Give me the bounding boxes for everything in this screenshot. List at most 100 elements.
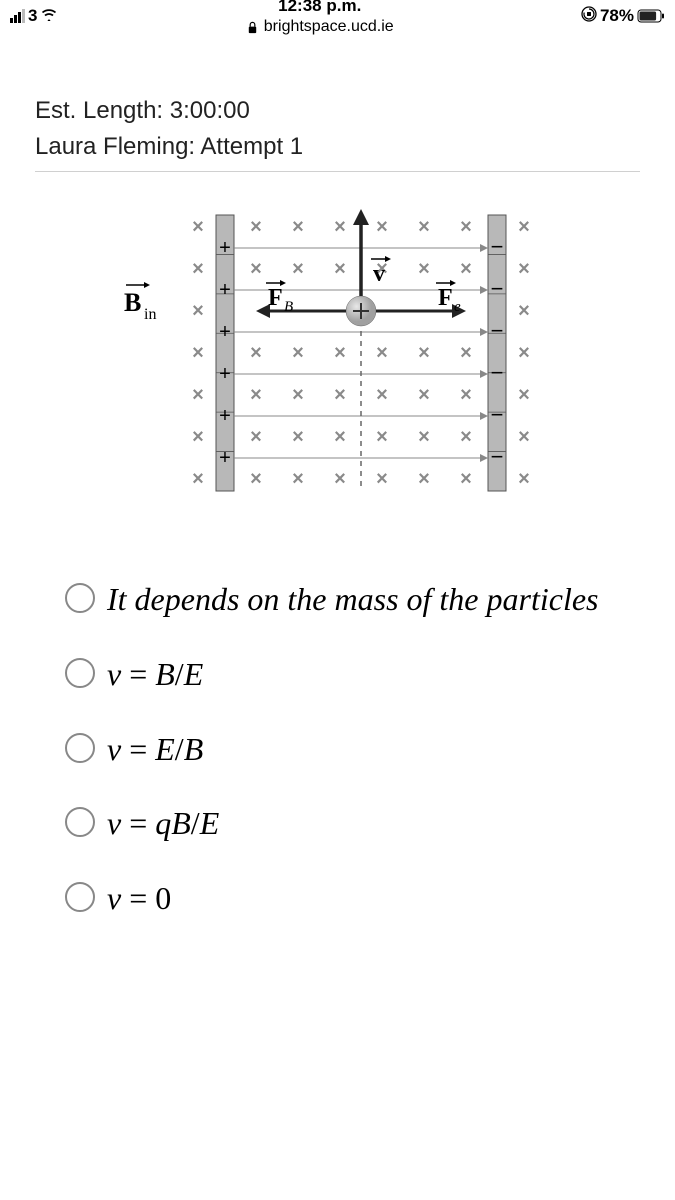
svg-text:×: × [518,384,530,406]
svg-text:−: − [490,234,503,259]
svg-text:+: + [219,447,231,469]
url-bar[interactable]: brightspace.ucd.ie [58,18,581,36]
svg-text:×: × [192,468,204,490]
option-text: It depends on the mass of the particles [107,577,598,622]
wifi-icon [40,6,58,26]
svg-text:−: − [490,444,503,469]
svg-text:×: × [334,258,346,280]
svg-text:×: × [334,384,346,406]
svg-text:×: × [250,342,262,364]
radio-icon[interactable] [65,583,95,613]
option-text: v = B/E [107,652,203,697]
svg-text:×: × [250,426,262,448]
status-bar: 3 12:38 p.m. brightspace.ucd.ie 78% [0,0,675,32]
svg-text:×: × [292,384,304,406]
orientation-lock-icon [581,6,597,27]
svg-text:×: × [376,426,388,448]
radio-icon[interactable] [65,882,95,912]
svg-text:+: + [219,405,231,427]
option-3[interactable]: v = E/B [65,727,640,772]
svg-text:×: × [250,384,262,406]
status-right: 78% [581,6,665,27]
svg-text:F: F [438,285,453,311]
radio-icon[interactable] [65,733,95,763]
svg-text:×: × [518,300,530,322]
svg-text:×: × [518,468,530,490]
svg-text:×: × [250,216,262,238]
svg-text:×: × [376,216,388,238]
svg-text:×: × [460,342,472,364]
svg-text:×: × [334,426,346,448]
option-text: v = qB/E [107,801,219,846]
status-center: 12:38 p.m. brightspace.ucd.ie [58,0,581,36]
svg-text:×: × [292,468,304,490]
options-list: It depends on the mass of the particles … [35,577,640,921]
option-5[interactable]: v = 0 [65,876,640,921]
svg-text:×: × [460,468,472,490]
svg-text:×: × [460,258,472,280]
svg-text:×: × [192,342,204,364]
time: 12:38 p.m. [58,0,581,16]
svg-text:×: × [250,258,262,280]
diagram-area: × × × × × × × × × × × × × × × × × × × × × × × × × × × × × × × × × × × × × × × ×… [35,197,640,577]
svg-text:×: × [192,426,204,448]
option-4[interactable]: v = qB/E [65,801,640,846]
svg-text:×: × [418,426,430,448]
svg-text:×: × [334,342,346,364]
svg-text:×: × [292,426,304,448]
svg-text:−: − [490,276,503,301]
svg-text:−: − [490,360,503,385]
svg-text:×: × [250,468,262,490]
svg-text:×: × [292,216,304,238]
lock-icon [246,21,259,34]
svg-text:−: − [490,402,503,427]
svg-text:e: e [454,299,461,315]
svg-text:×: × [460,426,472,448]
svg-text:+: + [219,363,231,385]
velocity-selector-diagram: × × × × × × × × × × × × × × × × × × × × × × × × × × × × × × × × × × × × × × × ×… [108,207,568,537]
svg-text:×: × [376,342,388,364]
battery-icon [637,9,665,23]
svg-text:×: × [192,384,204,406]
option-text: v = 0 [107,876,171,921]
status-left: 3 [10,6,58,26]
svg-text:×: × [376,384,388,406]
svg-text:×: × [192,216,204,238]
svg-text:v: v [373,261,385,287]
svg-text:×: × [418,468,430,490]
svg-text:B: B [124,288,141,317]
option-text: v = E/B [107,727,203,772]
svg-text:×: × [192,300,204,322]
svg-text:×: × [418,342,430,364]
svg-text:+: + [219,279,231,301]
carrier-number: 3 [28,6,37,26]
svg-text:in: in [144,306,156,323]
battery-percent: 78% [600,6,634,26]
svg-text:×: × [292,258,304,280]
radio-icon[interactable] [65,658,95,688]
svg-text:×: × [192,258,204,280]
svg-text:+: + [219,237,231,259]
svg-text:×: × [334,468,346,490]
svg-text:F: F [268,285,283,311]
svg-text:×: × [334,216,346,238]
svg-text:−: − [490,318,503,343]
est-length: Est. Length: 3:00:00 [35,97,640,125]
option-1[interactable]: It depends on the mass of the particles [65,577,640,622]
quiz-header: Est. Length: 3:00:00 Laura Fleming: Atte… [35,52,640,172]
option-2[interactable]: v = B/E [65,652,640,697]
svg-text:+: + [219,321,231,343]
radio-icon[interactable] [65,807,95,837]
content: Est. Length: 3:00:00 Laura Fleming: Atte… [0,32,675,921]
svg-text:×: × [460,216,472,238]
svg-text:×: × [418,384,430,406]
svg-text:×: × [518,258,530,280]
svg-text:×: × [418,216,430,238]
attempt-label: Laura Fleming: Attempt 1 [35,133,640,161]
signal-icon [10,9,25,23]
svg-text:×: × [460,384,472,406]
svg-text:×: × [376,468,388,490]
svg-text:×: × [518,216,530,238]
svg-text:×: × [518,342,530,364]
svg-text:×: × [418,258,430,280]
